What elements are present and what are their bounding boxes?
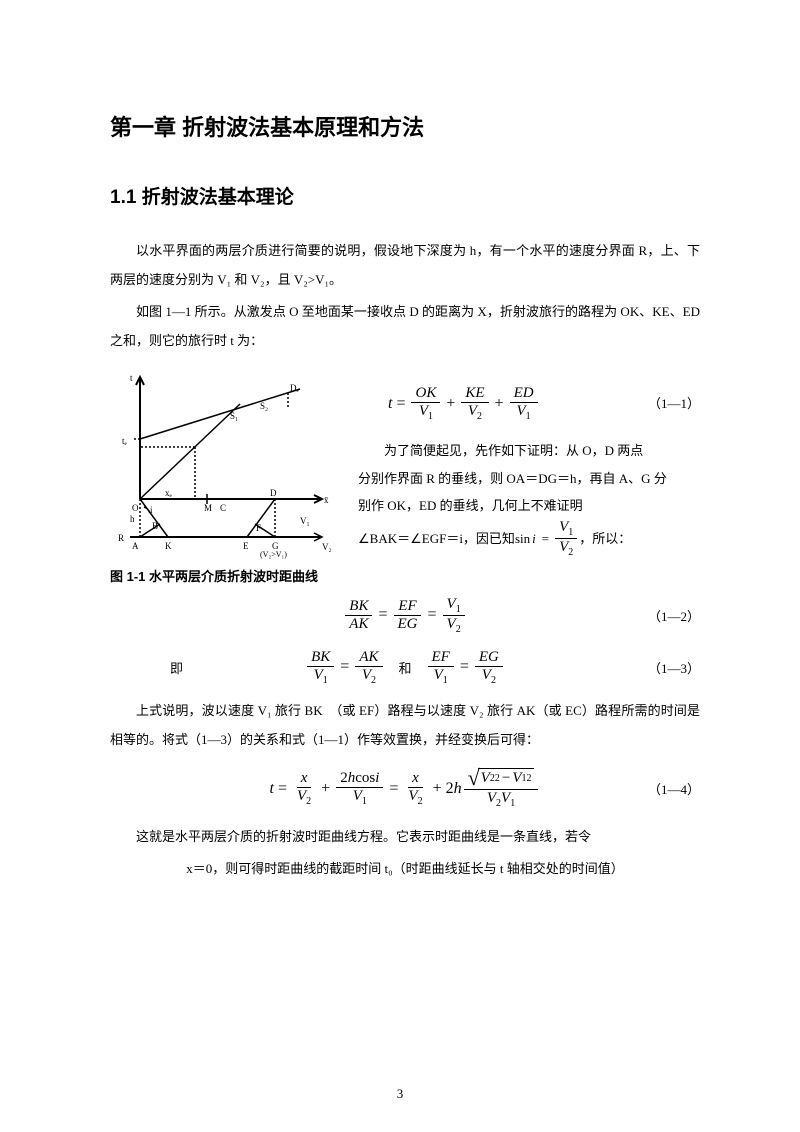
- eq3-and: 和: [399, 658, 412, 677]
- fig-label-i: i: [150, 505, 153, 515]
- fig-label-M: M: [204, 503, 212, 513]
- figure-svg: t O D x̄ A K E G R B F M C V₁ V₂ (V₂>V₁): [110, 369, 340, 559]
- p3a: 为了简便起见，先作如下证明：从 O，D 两点: [358, 437, 700, 464]
- fig-label-O: O: [132, 503, 139, 513]
- section-title: 1.1 折射波法基本理论: [110, 182, 700, 209]
- paragraph-5: 这就是水平两层介质的折射波时距曲线方程。它表示时距曲线是一条直线，若令: [110, 823, 700, 852]
- eq3-prefix: 即: [170, 658, 183, 677]
- paragraph-1: 以水平界面的两层介质进行简要的说明，假设地下深度为 h，有一个水平的速度分界面 …: [110, 237, 700, 294]
- chapter-title: 第一章 折射波法基本原理和方法: [110, 110, 700, 142]
- fig-label-te: tₑ: [122, 436, 128, 446]
- equation-1: t= OKV1 + KEV2 + EDV1 （1—1）: [388, 377, 700, 429]
- page-number: 3: [0, 1086, 800, 1102]
- fig-label-E: E: [243, 541, 249, 551]
- paragraph-2: 如图 1—1 所示。从激发点 O 至地面某一接收点 D 的距离为 X，折射波旅行…: [110, 298, 700, 355]
- fig-label-V2: V₂: [322, 542, 332, 552]
- figure-caption: 图 1-1 水平两层介质折射波时距曲线: [110, 566, 340, 585]
- fig-label-t: t: [130, 373, 133, 383]
- fig-label-S1: S₁: [230, 411, 238, 421]
- fig-label-F: F: [256, 523, 261, 533]
- fig-label-De: Dₑ: [290, 383, 299, 393]
- fig-label-S2: S₂: [260, 401, 268, 411]
- p3b: 分别作界面 R 的垂线，则 OA＝DG＝h，再自 A、G 分: [358, 465, 700, 492]
- figure-block: t O D x̄ A K E G R B F M C V₁ V₂ (V₂>V₁): [110, 369, 700, 585]
- p3d-post: ，所以：: [579, 526, 631, 552]
- p3c: 别作 OK，ED 的垂线，几何上不难证明: [358, 492, 700, 519]
- paragraph-6: x＝0，则可得时距曲线的截距时间 t₀（时距曲线延长与 t 轴相交处的时间值）: [110, 855, 700, 884]
- fig-label-cond: (V₂>V₁): [260, 550, 287, 559]
- eq1-label: （1—1）: [648, 390, 700, 417]
- equation-3: 即 BKV1 = AKV2 和 EFV1 = EGV2 （1—3）: [110, 645, 700, 689]
- eq4-label: （1—4）: [648, 779, 700, 798]
- eq3-label: （1—3）: [648, 658, 700, 677]
- fig-label-h: h: [130, 514, 135, 524]
- figure-right-text: t= OKV1 + KEV2 + EDV1 （1—1） 为了简便起见，先作如下证…: [358, 369, 700, 558]
- fig-label-B: B: [152, 521, 158, 531]
- p3d-pre: ∠BAK＝∠EGF＝i，因已知: [358, 526, 515, 552]
- fig-label-K: K: [165, 541, 172, 551]
- eq2-label: （1—2）: [648, 606, 700, 625]
- fig-label-R: R: [118, 533, 124, 543]
- fig-label-V1: V₁: [300, 516, 310, 526]
- fig-label-C: C: [220, 503, 226, 513]
- fig-label-x: x̄: [324, 495, 329, 505]
- sin-label: sin: [515, 526, 530, 552]
- paragraph-4: 上式说明，波以速度 V₁ 旅行 BK （或 EF）路程与以速度 V₂ 旅行 AK…: [110, 697, 700, 754]
- fig-label-xe: xₑ: [165, 488, 173, 498]
- equation-2: BKAK = EFEG = V1V2 （1—2）: [110, 593, 700, 637]
- figure-left: t O D x̄ A K E G R B F M C V₁ V₂ (V₂>V₁): [110, 369, 340, 585]
- page-content: 第一章 折射波法基本原理和方法 1.1 折射波法基本理论 以水平界面的两层介质进…: [0, 0, 800, 1132]
- fig-label-D: D: [270, 488, 277, 498]
- fig-label-A: A: [132, 541, 139, 551]
- equation-4: t= xV2 + 2hcosiV1 = xV2 + 2h √ V22−V12 V…: [110, 763, 700, 815]
